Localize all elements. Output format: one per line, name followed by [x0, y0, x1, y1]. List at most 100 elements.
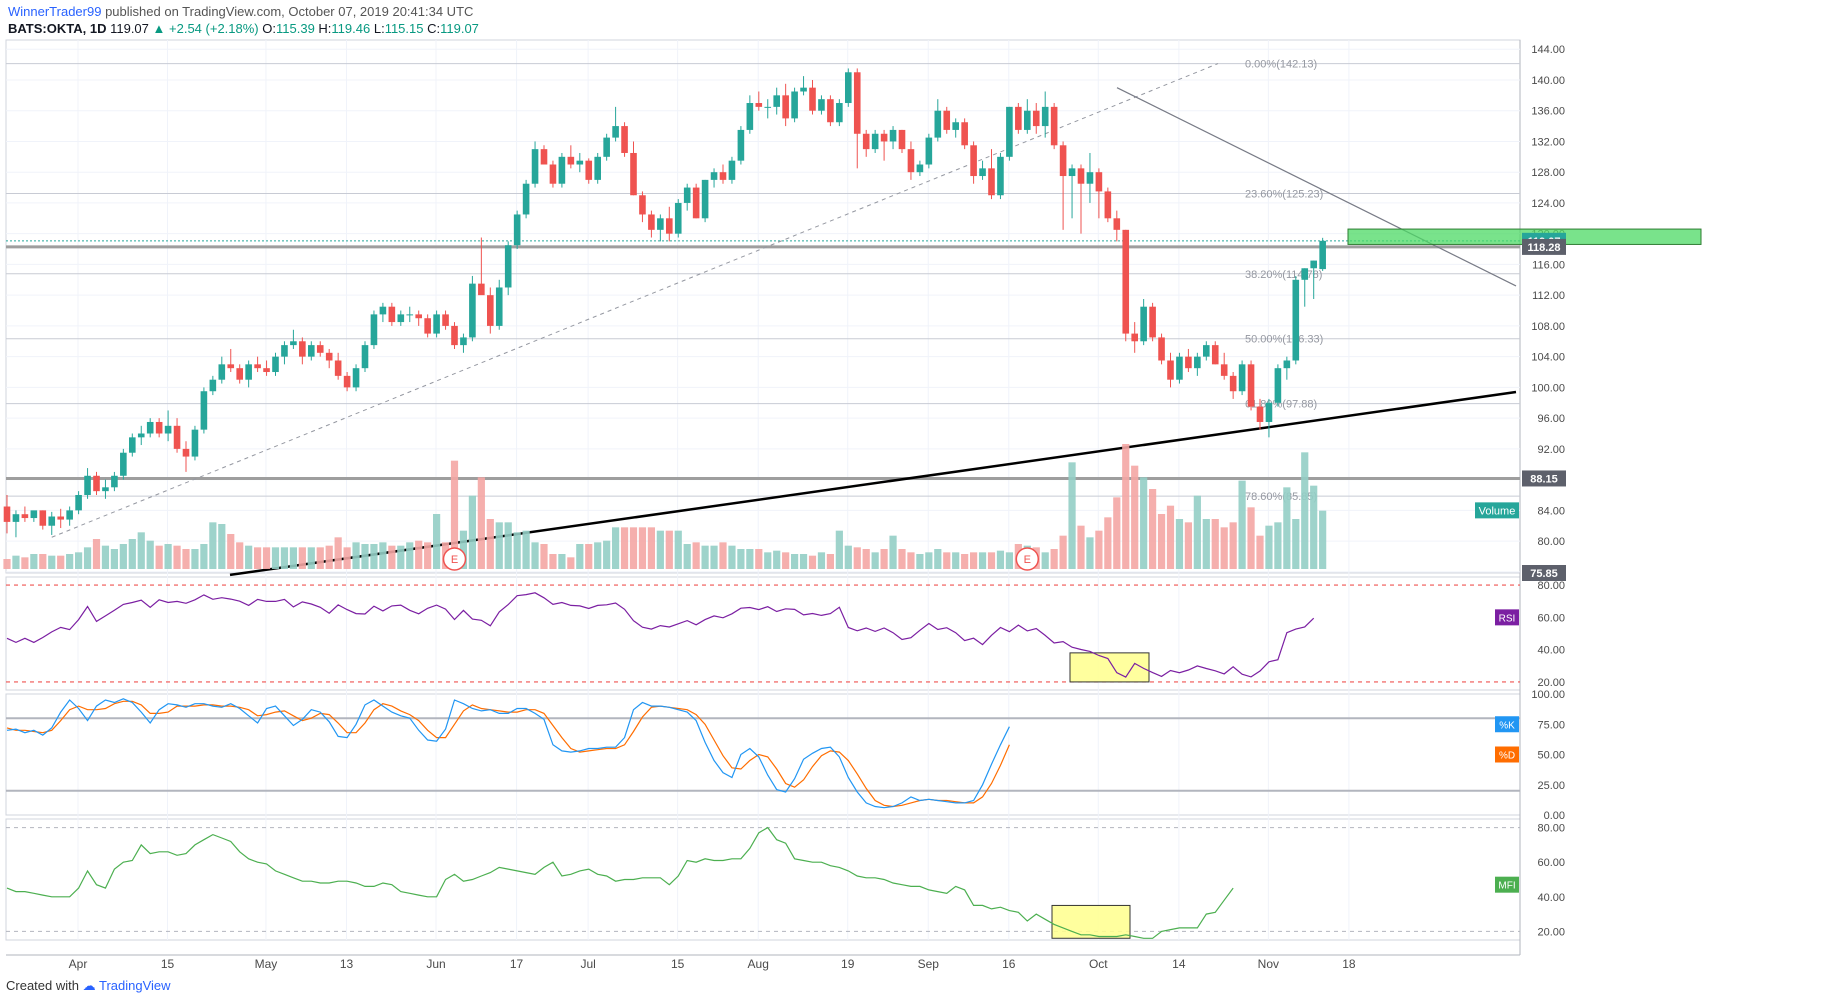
volume-bar: [889, 535, 897, 569]
volume-bar: [1104, 517, 1112, 569]
candle-body: [424, 318, 431, 334]
candle-body: [988, 168, 995, 196]
close-label: C:: [427, 21, 441, 36]
volume-bar: [782, 552, 790, 569]
symbol-name[interactable]: BATS:OKTA, 1D: [8, 21, 107, 36]
volume-bar: [450, 460, 459, 569]
volume-bar: [996, 550, 1005, 569]
candle-body: [674, 202, 682, 234]
volume-bar: [522, 530, 530, 569]
volume-bar: [701, 545, 709, 569]
candle-body: [478, 283, 485, 296]
volume-bar: [540, 544, 548, 569]
candle-body: [236, 368, 243, 380]
candle-body: [334, 360, 342, 376]
created-with-text: Created with: [6, 978, 79, 993]
candle-body: [943, 110, 951, 130]
candle-body: [75, 494, 82, 511]
candle-body: [916, 164, 924, 173]
price-tick-label: 84.00: [1537, 505, 1565, 517]
candle-body: [495, 287, 503, 326]
published-text: published on TradingView.com, October 07…: [105, 4, 474, 19]
price-change: +2.54 (+2.18%): [169, 21, 259, 36]
volume-bar: [155, 545, 163, 569]
candle-body: [773, 95, 780, 107]
time-tick-label: 17: [510, 957, 524, 971]
candle-body: [487, 295, 494, 326]
candle-body: [648, 214, 655, 230]
volume-bar: [1059, 535, 1067, 569]
volume-bar: [388, 545, 396, 569]
candle-body: [1095, 172, 1103, 192]
candle-body: [84, 475, 91, 495]
indicator-tick-label: 20.00: [1537, 926, 1565, 938]
candle-body: [1015, 106, 1022, 130]
indicator-legend-badge: [1495, 609, 1519, 626]
candle-body: [30, 510, 38, 519]
candle-body: [442, 314, 449, 326]
indicator-pane-frame: [5, 576, 1521, 691]
candle-body: [809, 87, 816, 111]
publisher-name[interactable]: WinnerTrader99: [8, 4, 102, 19]
volume-bar: [835, 530, 843, 569]
volume-bar: [638, 527, 647, 569]
indicator-legend-badge: [1495, 746, 1519, 763]
fib-level-label: 0.00%(142.13): [1245, 59, 1317, 71]
volume-bar: [12, 555, 20, 569]
volume-bar: [66, 554, 74, 569]
volume-bar: [755, 549, 763, 569]
open-value: 115.39: [276, 21, 315, 36]
volume-bar: [83, 547, 92, 569]
candle-body: [469, 283, 476, 338]
indicator-tick-label: 25.00: [1537, 780, 1565, 792]
last-price: 119.07: [110, 21, 149, 36]
descending-trendline: [1116, 87, 1517, 287]
volume-bar: [1220, 527, 1228, 569]
price-tick-label: 100.00: [1531, 382, 1565, 394]
candle-body: [1006, 106, 1013, 157]
volume-bar: [334, 537, 342, 569]
candle-body: [1256, 406, 1264, 422]
volume-bar: [1283, 487, 1291, 569]
chart-canvas[interactable]: Apr 15 May 13 Jun 17 Jul 15 Aug 19 Sep 16 Oct 14 Nov 18…: [0, 0, 1840, 975]
volume-bar: [934, 549, 942, 569]
volume-bar: [137, 532, 145, 569]
indicator-tick-label: 100.00: [1531, 689, 1565, 701]
time-tick-label: 15: [671, 957, 685, 971]
candle-body: [379, 306, 387, 315]
mfi-highlight-box: [1051, 904, 1131, 939]
candle-body: [200, 391, 208, 430]
indicator-tick-label: 80.00: [1537, 823, 1565, 835]
volume-bar: [1157, 514, 1166, 569]
tradingview-brand-link[interactable]: TradingView: [99, 978, 171, 993]
candle-body: [1041, 106, 1049, 127]
candle-body: [1211, 345, 1219, 365]
fib-trend-line: [51, 63, 1219, 538]
volume-bar: [987, 552, 996, 569]
volume-bar: [227, 534, 235, 569]
volume-bar: [808, 555, 817, 569]
volume-bar: [844, 545, 852, 569]
earnings-marker-label: E: [451, 554, 458, 566]
candle-body: [155, 421, 163, 434]
candle-body: [415, 314, 422, 319]
volume-bar: [75, 552, 83, 569]
candle-body: [1176, 356, 1183, 380]
volume-bar: [880, 549, 888, 569]
candle-body: [522, 183, 530, 215]
volume-bar: [674, 530, 682, 569]
candle-body: [1247, 364, 1255, 407]
volume-bar: [799, 554, 808, 569]
indicator-legend-label: %K: [1499, 720, 1515, 731]
volume-bar: [773, 550, 781, 569]
candle-body: [952, 122, 959, 130]
time-tick-label: 13: [340, 957, 354, 971]
candle-body: [925, 137, 933, 165]
volume-bar: [737, 549, 745, 569]
volume-bar: [513, 532, 521, 569]
volume-bar: [254, 547, 262, 569]
candle-body: [1122, 229, 1130, 334]
volume-bar: [1140, 477, 1148, 569]
price-tick-label: 144.00: [1531, 44, 1565, 56]
candle-body: [880, 133, 888, 142]
